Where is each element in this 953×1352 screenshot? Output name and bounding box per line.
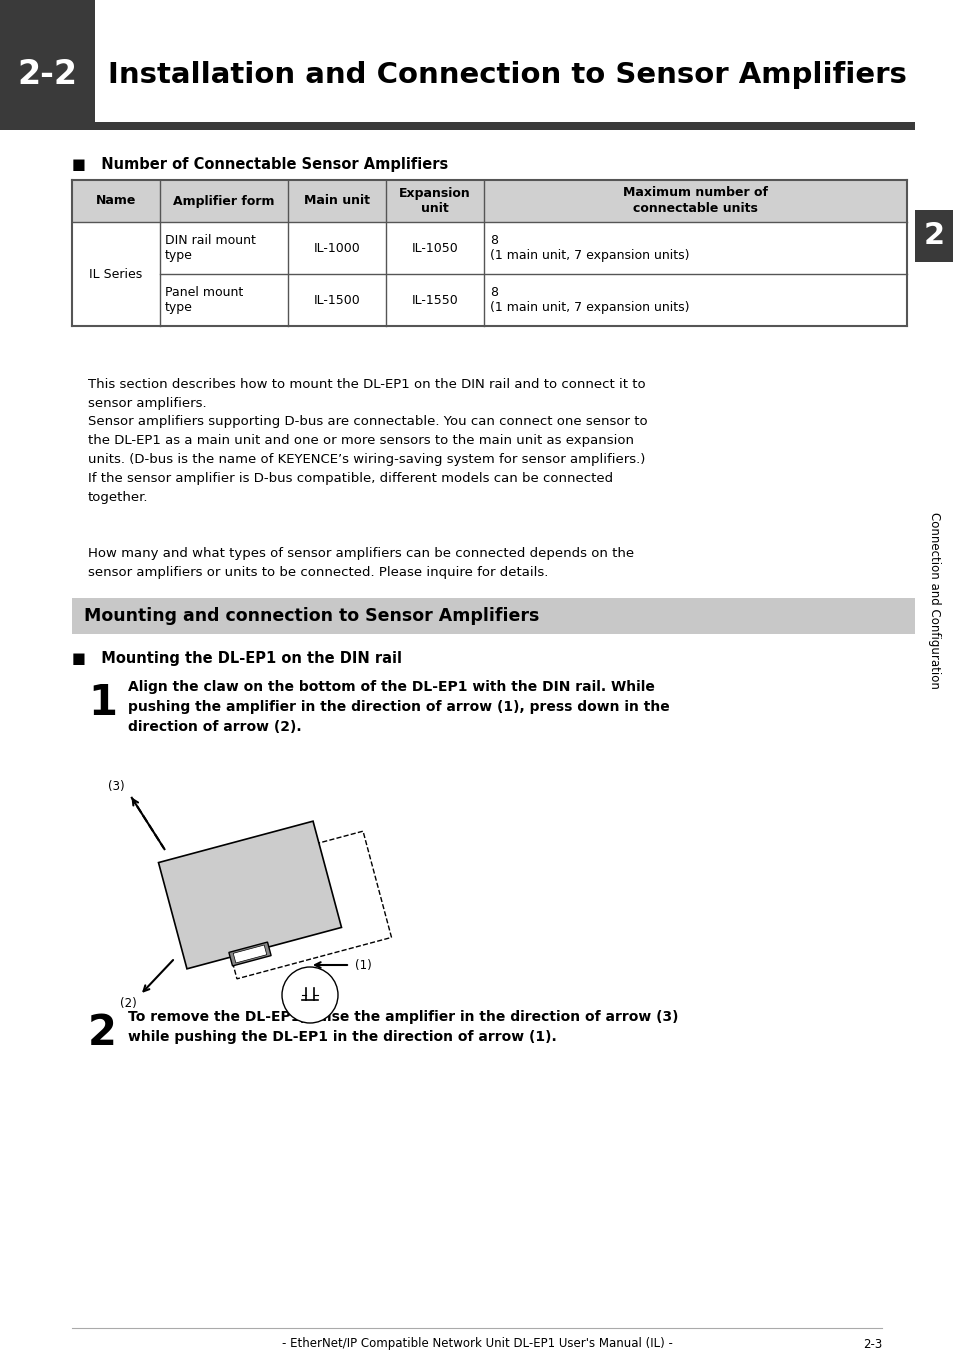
Text: 2: 2 [923,222,944,250]
Text: IL-1500: IL-1500 [314,293,360,307]
Bar [914,210,953,262]
Text: IL-1050: IL-1050 [411,242,457,254]
Text: Maximum number of
connectable units: Maximum number of connectable units [622,187,767,215]
Text: Panel mount
type: Panel mount type [165,285,243,315]
Polygon shape [233,945,267,963]
Text: DIN rail mount
type: DIN rail mount type [165,234,255,262]
Text: Installation and Connection to Sensor Amplifiers: Installation and Connection to Sensor Am… [108,61,906,89]
Text: Align the claw on the bottom of the DL-EP1 with the DIN rail. While
pushing the : Align the claw on the bottom of the DL-E… [128,680,669,734]
Text: Expansion
unit: Expansion unit [398,187,471,215]
Text: Mounting and connection to Sensor Amplifiers: Mounting and connection to Sensor Amplif… [84,607,538,625]
Bar [71,180,906,222]
Text: IL Series: IL Series [90,268,143,280]
Text: (2): (2) [120,996,137,1010]
Text: IL-1000: IL-1000 [314,242,360,254]
Text: (3): (3) [109,780,125,794]
Text: 8
(1 main unit, 7 expansion units): 8 (1 main unit, 7 expansion units) [490,234,689,262]
Text: 8
(1 main unit, 7 expansion units): 8 (1 main unit, 7 expansion units) [490,285,689,315]
Text: ■   Number of Connectable Sensor Amplifiers: ■ Number of Connectable Sensor Amplifier… [71,157,448,173]
Bar [0,0,95,130]
Text: (1): (1) [355,959,372,972]
Text: Connection and Configuration: Connection and Configuration [927,511,940,688]
Text: Main unit: Main unit [304,195,370,207]
Text: ■   Mounting the DL-EP1 on the DIN rail: ■ Mounting the DL-EP1 on the DIN rail [71,650,401,665]
Text: Name: Name [95,195,136,207]
Bar [95,122,914,130]
Text: To remove the DL-EP1, raise the amplifier in the direction of arrow (3)
while pu: To remove the DL-EP1, raise the amplifie… [128,1010,678,1044]
Polygon shape [158,821,341,969]
Text: Sensor amplifiers supporting D-bus are connectable. You can connect one sensor t: Sensor amplifiers supporting D-bus are c… [88,415,647,504]
Text: This section describes how to mount the DL-EP1 on the DIN rail and to connect it: This section describes how to mount the … [88,379,645,410]
Polygon shape [229,942,271,965]
Text: IL-1550: IL-1550 [411,293,457,307]
Text: 2-2: 2-2 [17,58,77,92]
Text: 2-3: 2-3 [862,1337,882,1351]
Text: How many and what types of sensor amplifiers can be connected depends on the
sen: How many and what types of sensor amplif… [88,548,634,579]
Circle shape [282,967,337,1023]
Bar [71,598,914,634]
Text: - EtherNet/IP Compatible Network Unit DL-EP1 User's Manual (IL) -: - EtherNet/IP Compatible Network Unit DL… [281,1337,672,1351]
Text: 2: 2 [88,1013,117,1055]
Text: Amplifier form: Amplifier form [173,195,274,207]
Text: 1: 1 [88,681,117,725]
